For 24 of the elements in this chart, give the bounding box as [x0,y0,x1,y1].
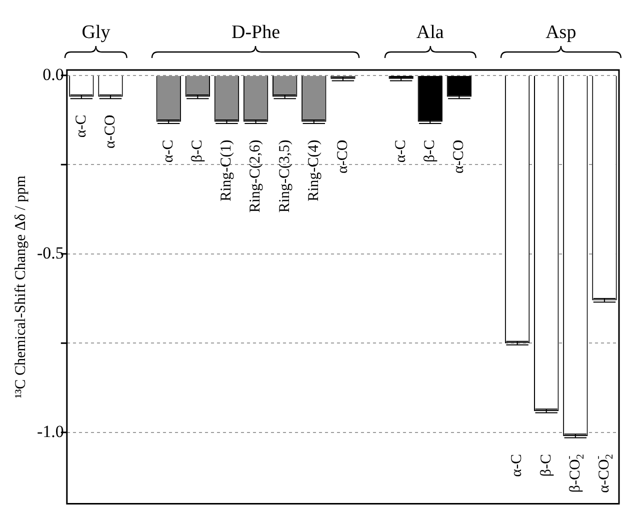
y-axis-title: ¹³C Chemical-Shift Change Δδ / ppm [12,175,29,398]
x-tick-label: β-C [422,140,438,162]
x-tick-label: Ring-C(2,6) [248,140,264,213]
x-tick-label: β-C [190,140,206,162]
y-tick-label: 0.0 [42,64,64,84]
series-label: Asp [546,22,576,43]
y-tick-label: -0.5 [36,243,64,262]
series-label: D-Phe [232,22,280,43]
x-tick-label: α-CO2- [593,454,616,493]
x-tick-label: β-C [538,454,554,477]
x-tick-label: α-CO [334,140,351,174]
x-tick-label: Ring-C(1) [218,140,235,202]
x-tick-label: Ring-C(3,5) [276,140,293,213]
x-tick-label: α-CO [102,114,118,148]
x-tick-label: α-C [73,114,90,138]
x-tick-label: β-CO2- [564,454,586,493]
y-tick-label: -1.0 [36,422,64,441]
x-tick-label: Ring-C(4) [306,140,322,202]
x-tick-label: α-C [509,454,526,477]
x-tick-label: α-C [160,140,177,163]
series-label: Gly [82,22,111,43]
x-tick-label: α-CO [451,140,468,174]
x-tick-label: α-C [393,140,410,163]
series-label: Ala [416,22,444,43]
